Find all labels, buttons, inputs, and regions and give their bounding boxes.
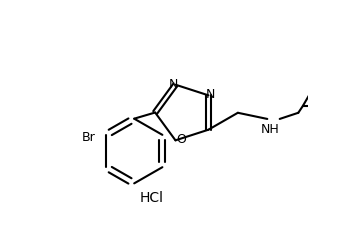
Text: O: O bbox=[177, 133, 187, 146]
Text: N: N bbox=[205, 88, 215, 101]
Text: NH: NH bbox=[260, 122, 279, 135]
Text: Br: Br bbox=[81, 130, 95, 143]
Text: N: N bbox=[169, 77, 179, 90]
Text: HCl: HCl bbox=[139, 191, 163, 204]
